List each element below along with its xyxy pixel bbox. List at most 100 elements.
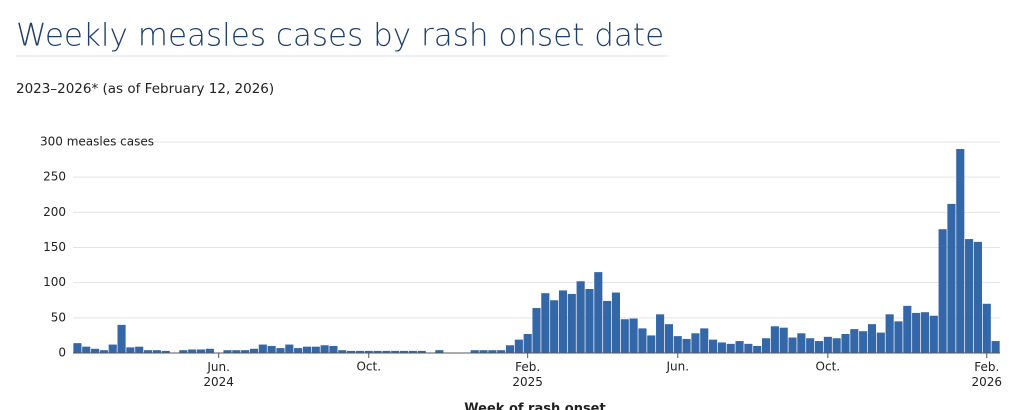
bar (285, 344, 294, 353)
bar (117, 324, 126, 353)
chart-subtitle: 2023–2026* (as of February 12, 2026) (16, 81, 274, 97)
bar (382, 350, 391, 353)
bar (832, 338, 841, 353)
bar (664, 324, 673, 353)
bar (814, 341, 824, 353)
bar (638, 328, 647, 353)
bar (541, 293, 550, 353)
bar (965, 239, 974, 353)
y-tick-label: 100 (43, 275, 66, 289)
bar (788, 337, 797, 353)
bar (656, 314, 665, 353)
y-tick-label: 50 (51, 310, 66, 324)
bar (73, 343, 82, 353)
bar (611, 292, 621, 353)
bar (249, 348, 259, 353)
bar (347, 350, 356, 353)
bar (311, 346, 320, 353)
bar (903, 305, 912, 353)
bar (647, 335, 656, 353)
bar (753, 345, 762, 353)
y-tick-label: 200 (43, 205, 66, 219)
bar (973, 241, 982, 353)
x-tick-label: Jun. 2024 (203, 360, 234, 389)
bar (179, 350, 188, 353)
bar (585, 288, 594, 353)
bar (850, 329, 859, 353)
bar (99, 350, 108, 353)
bar (497, 350, 506, 353)
bar (152, 350, 161, 353)
bar (196, 349, 206, 353)
bar (700, 328, 709, 353)
x-tick-label: Oct. (356, 360, 381, 374)
bar (135, 346, 144, 353)
bar (823, 336, 832, 353)
bar (982, 303, 991, 353)
bar (859, 331, 868, 353)
bar (523, 334, 532, 353)
bar (806, 338, 815, 353)
bar (867, 324, 877, 353)
bar (576, 281, 585, 353)
y-tick-label: 0 (58, 346, 66, 360)
bar (594, 272, 603, 353)
bar (241, 350, 250, 353)
x-axis-title: Week of rash onset (464, 402, 605, 410)
chart-title: Weekly measles cases by rash onset date (16, 18, 664, 54)
bar (408, 350, 417, 353)
bar (797, 333, 806, 353)
bar (991, 341, 1000, 353)
bar (761, 338, 771, 353)
bar (691, 333, 700, 353)
bar (505, 345, 515, 353)
y-tick-label: 250 (43, 170, 66, 184)
bar (947, 203, 956, 353)
bar (603, 300, 612, 353)
bar (735, 341, 744, 353)
bar (629, 318, 638, 353)
bar (894, 321, 903, 353)
bar (108, 344, 117, 353)
bar (338, 350, 347, 353)
bar (205, 348, 214, 353)
bar (709, 339, 718, 353)
bar (355, 350, 364, 353)
bar (550, 300, 559, 353)
bar (673, 336, 682, 353)
bar (841, 334, 850, 353)
bar (885, 314, 894, 353)
x-tick-label: Jun. (665, 360, 689, 374)
x-tick-label: Feb. 2025 (512, 360, 543, 389)
bar (223, 350, 232, 353)
bar (126, 347, 135, 353)
bar (912, 312, 921, 353)
bar (938, 229, 947, 353)
bar (91, 348, 100, 353)
bar (373, 350, 382, 353)
bar (276, 348, 285, 353)
bar (920, 312, 930, 353)
bar (717, 342, 726, 353)
y-tick-label: 300 measles cases (40, 135, 154, 149)
bar (232, 350, 241, 353)
bar (391, 350, 400, 353)
bar (320, 345, 329, 353)
bar (417, 350, 426, 353)
bar (258, 344, 267, 353)
x-tick-label: Oct. (816, 360, 841, 374)
y-tick-label: 150 (43, 240, 66, 254)
bar (929, 315, 938, 353)
bar (620, 319, 629, 353)
bar (188, 349, 197, 353)
bar (364, 350, 373, 353)
bar (329, 345, 338, 353)
bar (770, 326, 779, 353)
bar (682, 338, 691, 353)
bar (956, 149, 965, 353)
bar (82, 346, 91, 353)
bar (726, 343, 735, 353)
bar (267, 345, 276, 353)
bar (435, 350, 444, 353)
